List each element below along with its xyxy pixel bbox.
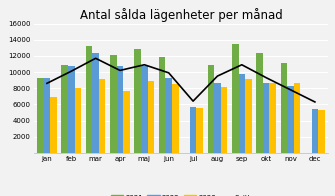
Bar bbox=[86, 46, 92, 153]
Bar bbox=[110, 55, 117, 153]
Bar bbox=[269, 83, 276, 153]
Bar bbox=[214, 83, 221, 153]
Bar bbox=[263, 83, 269, 153]
Bar bbox=[312, 109, 318, 153]
Bar bbox=[318, 110, 325, 153]
Bar bbox=[281, 63, 287, 153]
Bar bbox=[208, 65, 214, 153]
Bar bbox=[123, 91, 130, 153]
Bar bbox=[190, 107, 196, 153]
Bar bbox=[294, 83, 300, 153]
Bar bbox=[196, 108, 203, 153]
Bar bbox=[61, 65, 68, 153]
Bar bbox=[44, 78, 50, 153]
Bar bbox=[232, 44, 239, 153]
Bar bbox=[239, 74, 245, 153]
Bar bbox=[159, 57, 165, 153]
Bar bbox=[99, 79, 106, 153]
Bar bbox=[75, 88, 81, 153]
Bar bbox=[287, 86, 294, 153]
Bar bbox=[256, 53, 263, 153]
Bar bbox=[37, 79, 44, 153]
Bar bbox=[92, 53, 99, 153]
Title: Antal sålda lägenheter per månad: Antal sålda lägenheter per månad bbox=[79, 8, 282, 22]
Bar bbox=[141, 66, 148, 153]
Bar bbox=[50, 97, 57, 153]
Bar bbox=[165, 78, 172, 153]
Bar bbox=[245, 79, 252, 153]
Legend: 2021, 2022, 2023, Snitt: 2021, 2022, 2023, Snitt bbox=[108, 192, 254, 196]
Bar bbox=[148, 81, 154, 153]
Bar bbox=[221, 87, 227, 153]
Bar bbox=[134, 49, 141, 153]
Bar bbox=[68, 66, 75, 153]
Bar bbox=[172, 84, 179, 153]
Bar bbox=[117, 66, 123, 153]
